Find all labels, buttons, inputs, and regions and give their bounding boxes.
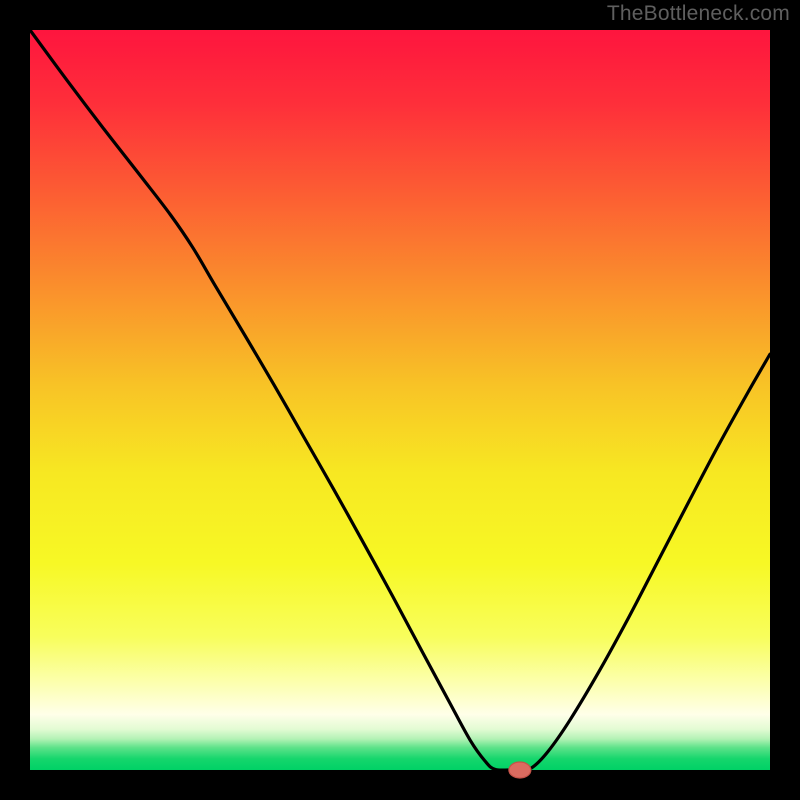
- chart-plot-area: [30, 30, 770, 770]
- watermark-text: TheBottleneck.com: [607, 2, 790, 26]
- optimal-point-marker: [509, 762, 531, 778]
- bottleneck-chart: [0, 0, 800, 800]
